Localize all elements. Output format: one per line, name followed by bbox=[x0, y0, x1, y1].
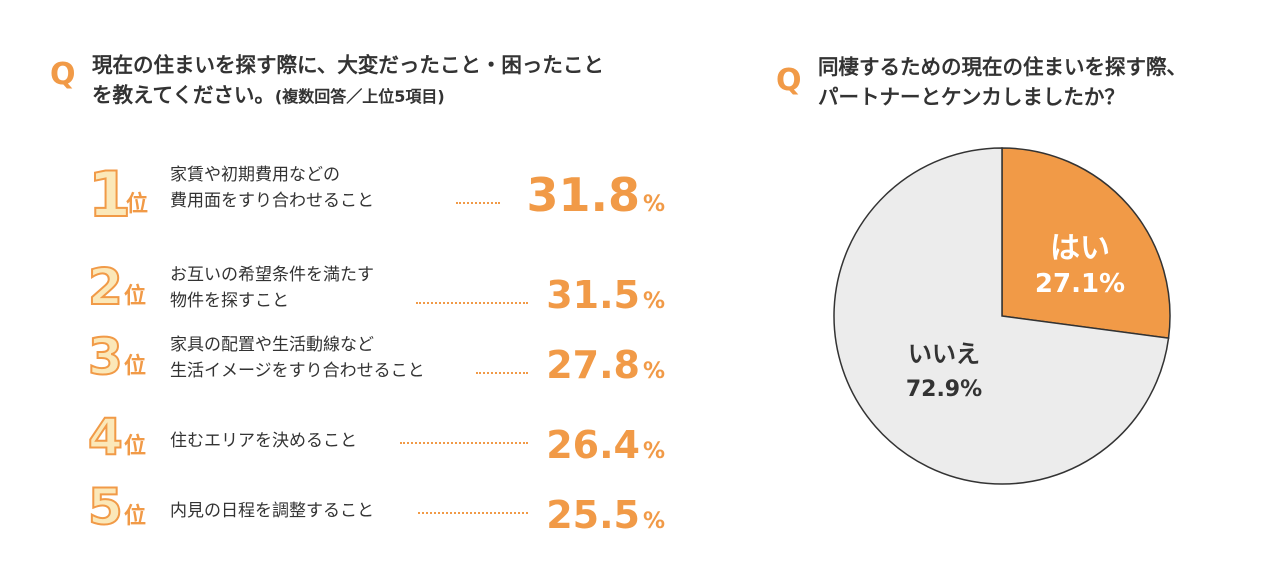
question-line-1: 現在の住まいを探す際に、大変だったこと・困ったこと bbox=[92, 53, 604, 77]
rank-row: 2 位お互いの希望条件を満たす 物件を探すこと 31.5% bbox=[0, 258, 1280, 328]
rank-item-line-1: お互いの希望条件を満たす bbox=[170, 265, 374, 285]
pie-value-yes: 27.1% bbox=[1035, 269, 1125, 299]
rank-percentage-unit: % bbox=[642, 289, 665, 314]
pie-slice-no bbox=[833, 147, 1170, 485]
question-right-line-2: パートナーとケンカしましたか？ bbox=[818, 85, 1125, 109]
rank-position-label: 位 bbox=[124, 284, 147, 309]
rank-number: 1 bbox=[87, 158, 132, 231]
rank-row: 4 位 住むエリアを決めること 26.4% bbox=[0, 408, 1280, 478]
rank-percentage: 26.4% bbox=[546, 426, 665, 464]
rank-item-line-2: 生活イメージをすり合わせること bbox=[170, 361, 425, 381]
rank-item-text: 家賃や初期費用などの費用面をすり合わせること bbox=[170, 162, 374, 214]
rank-item-text: 家具の配置や生活動線など生活イメージをすり合わせること bbox=[170, 332, 425, 384]
pie-value-no: 72.9% bbox=[906, 377, 982, 402]
pie-slice-yes bbox=[1001, 147, 1171, 339]
leader-dots bbox=[400, 442, 528, 444]
rank-row: 1 位家賃や初期費用などの 費用面をすり合わせること 31.8% bbox=[0, 158, 1280, 228]
leader-dots bbox=[416, 302, 528, 304]
rank-item-text: 住むエリアを決めること bbox=[170, 428, 357, 454]
rank-position-label: 位 bbox=[124, 354, 147, 379]
rank-number: 4 bbox=[87, 408, 124, 466]
rank-item-line-2: 費用面をすり合わせること bbox=[170, 191, 374, 211]
rank-row: 5 位 内見の日程を調整すること 25.5% bbox=[0, 478, 1280, 548]
pie-label-no: いいえ bbox=[908, 340, 980, 368]
rank-percentage: 31.8% bbox=[526, 172, 665, 218]
rank-position-label: 位 bbox=[126, 192, 149, 217]
question-line-2-main: を教えてください。 bbox=[92, 83, 275, 107]
rank-percentage-value: 27.8 bbox=[546, 343, 640, 387]
question-right-line-1: 同棲するための現在の住まいを探す際、 bbox=[818, 55, 1187, 79]
rank-number: 5 bbox=[87, 478, 124, 536]
rank-item-line-2: 物件を探すこと bbox=[170, 291, 289, 311]
question-q-mark-right: Q bbox=[776, 63, 802, 98]
rank-percentage-value: 26.4 bbox=[546, 423, 640, 467]
question-title: 現在の住まいを探す際に、大変だったこと・困ったこと を教えてください。(複数回答… bbox=[92, 50, 604, 112]
rank-position-label: 位 bbox=[124, 434, 147, 459]
rank-item-line-1: 内見の日程を調整すること bbox=[170, 501, 374, 521]
rank-item-text: 内見の日程を調整すること bbox=[170, 498, 374, 524]
rank-percentage-value: 31.8 bbox=[526, 168, 640, 222]
rank-percentage-value: 31.5 bbox=[546, 273, 640, 317]
rank-item-line-1: 住むエリアを決めること bbox=[170, 431, 357, 451]
question-note: (複数回答／上位5項目) bbox=[274, 87, 445, 106]
rank-item-text: お互いの希望条件を満たす 物件を探すこと bbox=[170, 262, 374, 314]
rank-percentage: 25.5% bbox=[546, 496, 665, 534]
rank-percentage-unit: % bbox=[642, 439, 665, 464]
rank-percentage-unit: % bbox=[642, 509, 665, 534]
rank-item-line-1: 家具の配置や生活動線など bbox=[170, 335, 374, 355]
pie-label-yes: はい bbox=[1050, 231, 1110, 266]
rank-number: 3 bbox=[87, 328, 124, 386]
question-line-2: を教えてください。(複数回答／上位5項目) bbox=[92, 80, 604, 112]
rank-percentage-unit: % bbox=[642, 359, 665, 384]
rank-percentage-value: 25.5 bbox=[546, 493, 640, 537]
rank-number: 2 bbox=[87, 258, 124, 316]
rank-percentage: 27.8% bbox=[546, 346, 665, 384]
rank-percentage: 31.5% bbox=[546, 276, 665, 314]
question-q-mark: Q bbox=[50, 57, 76, 92]
leader-dots bbox=[476, 372, 528, 374]
leader-dots bbox=[418, 512, 528, 514]
rank-position-label: 位 bbox=[124, 504, 147, 529]
rank-row: 3 位家具の配置や生活動線など 生活イメージをすり合わせること 27.8% bbox=[0, 328, 1280, 398]
rank-percentage-unit: % bbox=[642, 192, 665, 217]
rank-item-line-1: 家賃や初期費用などの bbox=[170, 165, 340, 185]
leader-dots bbox=[456, 202, 500, 204]
question-title-right: 同棲するための現在の住まいを探す際、 パートナーとケンカしましたか？ bbox=[818, 52, 1187, 112]
